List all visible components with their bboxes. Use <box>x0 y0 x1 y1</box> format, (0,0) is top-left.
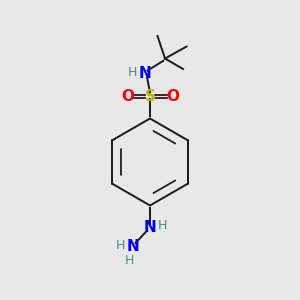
Text: S: S <box>145 88 155 104</box>
Text: H: H <box>158 219 167 232</box>
Text: N: N <box>126 239 139 254</box>
Text: O: O <box>166 88 179 104</box>
Text: N: N <box>144 220 156 235</box>
Text: N: N <box>138 66 151 81</box>
Text: O: O <box>121 88 134 104</box>
Text: H: H <box>115 239 125 252</box>
Text: H: H <box>128 66 137 79</box>
Text: H: H <box>124 254 134 267</box>
